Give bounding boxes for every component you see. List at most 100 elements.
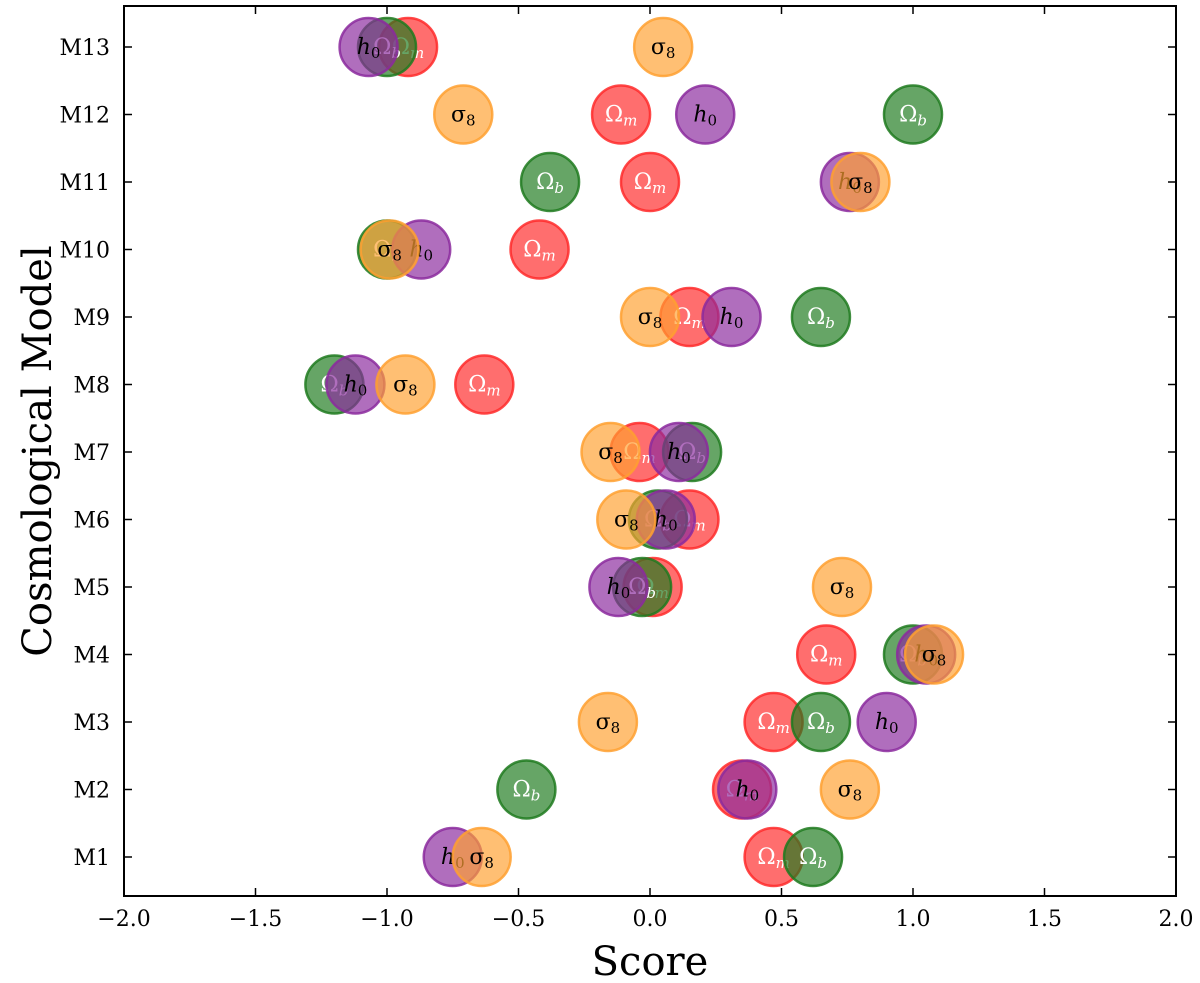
x-tick-label: 0.5 xyxy=(764,907,799,932)
marker-label: σ8 xyxy=(838,777,863,805)
marker-label: Ωm xyxy=(468,372,500,400)
marker-label: h0 xyxy=(693,102,717,130)
data-point: h0 xyxy=(674,84,736,145)
data-point: σ8 xyxy=(359,219,420,280)
y-tick-label: M4 xyxy=(73,644,110,669)
marker-circle xyxy=(790,286,852,348)
x-tick-label: −2.0 xyxy=(97,907,150,932)
data-point: Ωb xyxy=(519,151,581,213)
marker-circle xyxy=(375,354,436,415)
data-point: Ωb xyxy=(790,286,852,348)
y-tick-label: M11 xyxy=(59,171,110,196)
marker-label: h0 xyxy=(607,575,631,603)
marker-circle xyxy=(509,219,570,280)
marker-circle xyxy=(830,151,891,213)
y-axis-title: Cosmological Model xyxy=(15,245,61,656)
marker-circle xyxy=(856,691,917,753)
data-point: Ωb xyxy=(882,84,944,145)
x-tick-label: 1.5 xyxy=(1027,907,1062,932)
marker-label: σ8 xyxy=(638,305,663,333)
x-axis-title: Score xyxy=(592,939,709,983)
data-point: h0 xyxy=(856,691,917,753)
y-tick-label: M9 xyxy=(73,306,110,331)
y-tick-label: M3 xyxy=(73,711,110,736)
marker-circle xyxy=(590,84,652,145)
marker-label: σ8 xyxy=(598,440,623,468)
marker-circle xyxy=(648,421,710,483)
y-tick-label: M2 xyxy=(73,779,110,804)
marker-circle xyxy=(588,556,649,618)
marker-circle xyxy=(674,84,736,145)
data-point: σ8 xyxy=(433,84,494,145)
marker-circle xyxy=(596,489,657,550)
marker-label: Ωb xyxy=(536,170,564,198)
marker-label: σ8 xyxy=(830,575,855,603)
x-tick-label: −1.5 xyxy=(229,907,282,932)
marker-circle xyxy=(338,16,399,78)
marker-circle xyxy=(433,84,494,145)
data-point: h0 xyxy=(701,286,762,348)
marker-circle xyxy=(790,691,852,753)
y-tick-label: M13 xyxy=(59,36,110,61)
data-point: Ωb xyxy=(496,759,557,820)
marker-label: Ωb xyxy=(807,710,835,738)
marker-circle xyxy=(496,759,557,820)
marker-circle xyxy=(619,151,681,213)
data-point: σ8 xyxy=(596,489,657,550)
markers-layer: ΩmΩmΩmΩmΩmΩmΩmΩmΩmΩmΩmΩmΩmΩbΩbΩbΩbΩbΩbΩb… xyxy=(304,16,965,888)
x-tick-label: −0.5 xyxy=(492,907,545,932)
marker-circle xyxy=(717,759,778,820)
data-point: σ8 xyxy=(811,556,873,618)
data-point: Ωm xyxy=(743,691,804,753)
marker-circle xyxy=(451,826,512,888)
marker-circle xyxy=(632,16,694,78)
marker-label: Ωm xyxy=(810,642,842,670)
marker-label: h0 xyxy=(654,507,678,535)
marker-circle xyxy=(519,151,581,213)
data-point: σ8 xyxy=(632,16,694,78)
y-tick-label: M1 xyxy=(73,846,110,871)
x-tick-label: −1.0 xyxy=(360,907,413,932)
marker-label: Ωm xyxy=(605,102,637,130)
marker-label: Ωm xyxy=(634,170,666,198)
data-point: σ8 xyxy=(577,691,639,753)
marker-label: σ8 xyxy=(469,845,494,873)
marker-label: h0 xyxy=(667,440,691,468)
data-point: σ8 xyxy=(830,151,891,213)
marker-circle xyxy=(580,421,641,483)
data-point: σ8 xyxy=(903,624,965,685)
y-tick-label: M6 xyxy=(73,509,110,534)
marker-label: Ωb xyxy=(899,102,927,130)
marker-label: σ8 xyxy=(596,710,621,738)
marker-circle xyxy=(359,219,420,280)
data-point: Ωm xyxy=(619,151,681,213)
data-point: h0 xyxy=(338,16,399,78)
marker-label: σ8 xyxy=(451,102,476,130)
marker-circle xyxy=(819,759,881,820)
marker-label: Ωb xyxy=(799,845,827,873)
data-point: σ8 xyxy=(819,759,881,820)
marker-circle xyxy=(811,556,873,618)
marker-label: h0 xyxy=(344,372,368,400)
marker-circle xyxy=(795,624,857,685)
marker-label: Ωb xyxy=(807,305,835,333)
data-point: h0 xyxy=(588,556,649,618)
data-point: Ωm xyxy=(454,354,515,415)
marker-label: Ωm xyxy=(757,710,789,738)
marker-circle xyxy=(882,84,944,145)
marker-label: σ8 xyxy=(922,642,947,670)
y-tick-label: M10 xyxy=(59,239,110,264)
y-tick-label: M12 xyxy=(59,104,110,129)
data-point: h0 xyxy=(325,354,386,415)
marker-circle xyxy=(619,286,681,348)
marker-circle xyxy=(454,354,515,415)
data-point: Ωb xyxy=(782,826,844,888)
marker-label: σ8 xyxy=(651,35,676,63)
marker-label: h0 xyxy=(875,710,899,738)
x-tick-label: 0.0 xyxy=(633,907,668,932)
ticks-layer: −2.0 −1.5 −1.0 −0.5 0.0 0.5 1.0 1.5 2.0 M1 M2 M3 M4 M… xyxy=(59,6,1194,932)
data-point: Ωm xyxy=(795,624,857,685)
marker-label: h0 xyxy=(357,35,381,63)
data-point: Ωm xyxy=(590,84,652,145)
